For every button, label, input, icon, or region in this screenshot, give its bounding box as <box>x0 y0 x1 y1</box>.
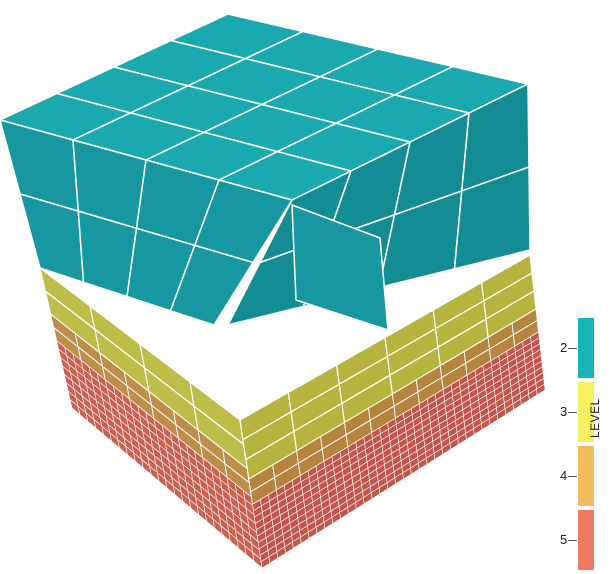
level-5-block <box>536 383 546 396</box>
level-legend: 2 3 4 5 LEVEL <box>548 312 612 574</box>
cube-top-layer <box>0 13 531 331</box>
legend-title: LEVEL <box>588 398 602 438</box>
legend-swatch-level-2 <box>578 318 594 378</box>
legend-tick-2 <box>568 348 577 349</box>
legend-tick-4 <box>568 476 577 477</box>
legend-swatch-level-4 <box>578 446 594 506</box>
legend-label-level-3: 3 <box>560 404 568 419</box>
legend-label-level-4: 4 <box>560 468 568 483</box>
cube-lower-layers <box>39 254 546 569</box>
level-2-block-side <box>169 244 254 326</box>
legend-tick-3 <box>568 412 577 413</box>
legend-swatch-level-5 <box>578 510 594 570</box>
legend-tick-5 <box>568 540 577 541</box>
level-2-block-side <box>291 204 389 331</box>
legend-label-level-2: 2 <box>560 340 568 355</box>
legend-label-level-5: 5 <box>560 532 568 547</box>
level-2-block-side <box>453 166 531 270</box>
legend-swatch-level-3 <box>578 382 594 442</box>
